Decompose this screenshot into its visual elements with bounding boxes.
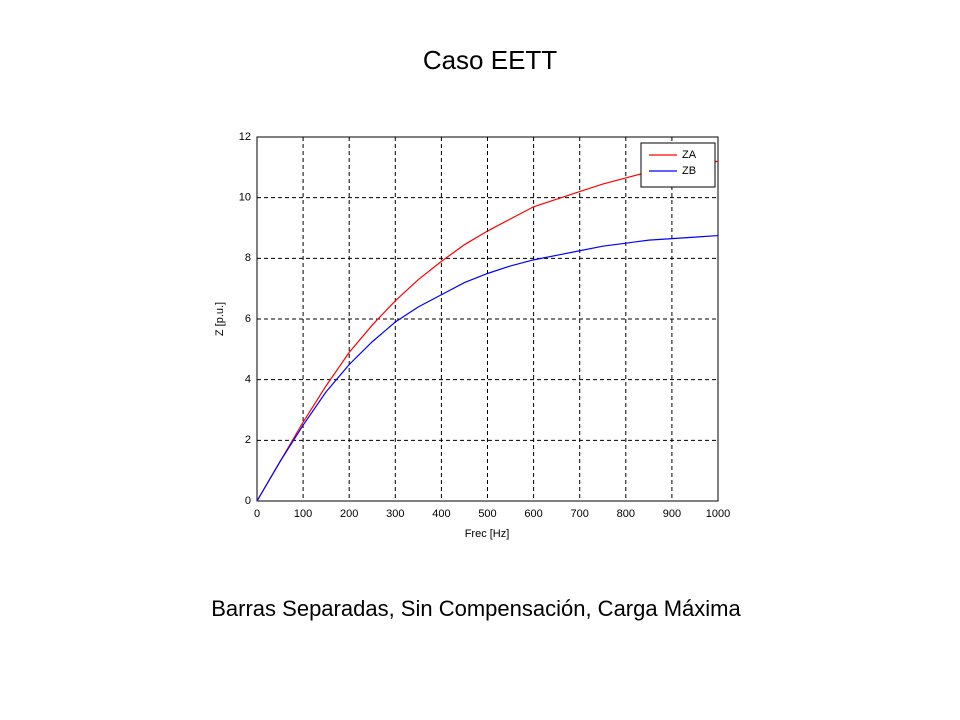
- x-tick-label: 0: [254, 508, 260, 520]
- x-tick-label: 100: [294, 508, 312, 520]
- x-tick-label: 700: [571, 508, 589, 520]
- x-tick-label: 900: [663, 508, 681, 520]
- x-tick-label: 600: [524, 508, 542, 520]
- y-tick-label: 2: [245, 434, 251, 446]
- chart-title: Caso EETT: [423, 45, 557, 75]
- x-axis-label: Frec [Hz]: [465, 528, 510, 540]
- caption: Barras Separadas, Sin Compensación, Carg…: [211, 596, 741, 621]
- legend-label: ZA: [682, 149, 697, 161]
- x-tick-label: 200: [340, 508, 358, 520]
- legend-box: [640, 142, 716, 188]
- plot-frame: [256, 136, 719, 502]
- y-tick-label: 6: [245, 313, 251, 325]
- y-tick-label: 4: [245, 374, 251, 386]
- x-tick-label: 300: [386, 508, 404, 520]
- x-tick-label: 1000: [706, 508, 730, 520]
- legend-label: ZB: [682, 165, 696, 177]
- x-tick-label: 800: [617, 508, 635, 520]
- series-line: [256, 234, 719, 502]
- y-tick-label: 12: [239, 131, 251, 143]
- y-axis-label: Z [p.u.]: [214, 302, 226, 336]
- x-tick-label: 400: [432, 508, 450, 520]
- y-tick-label: 0: [245, 495, 251, 507]
- y-tick-label: 10: [239, 192, 251, 204]
- x-tick-label: 500: [478, 508, 496, 520]
- y-tick-label: 8: [245, 252, 251, 264]
